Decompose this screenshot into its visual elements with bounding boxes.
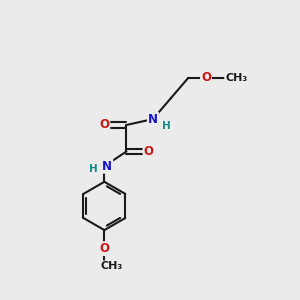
Text: O: O xyxy=(143,145,154,158)
Text: N: N xyxy=(148,112,158,126)
Text: O: O xyxy=(201,71,211,84)
Text: H: H xyxy=(162,121,171,130)
Text: CH₃: CH₃ xyxy=(100,261,123,271)
Text: CH₃: CH₃ xyxy=(225,73,248,83)
Text: O: O xyxy=(99,242,110,255)
Text: N: N xyxy=(102,160,112,173)
Text: H: H xyxy=(89,164,98,174)
Text: O: O xyxy=(99,118,110,131)
